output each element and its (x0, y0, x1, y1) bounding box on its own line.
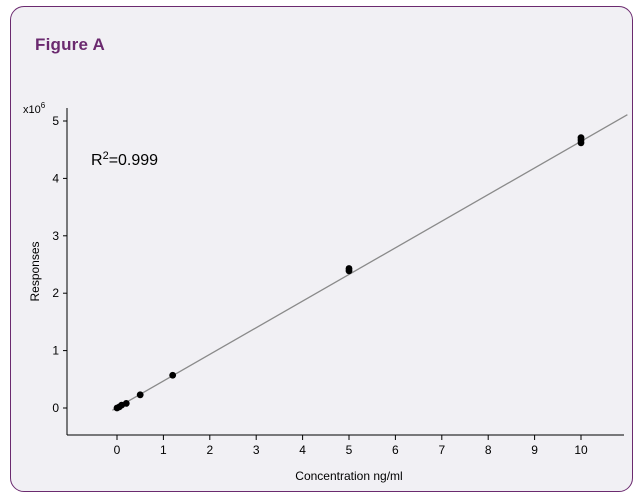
figure-title: Figure A (35, 35, 105, 54)
data-point (169, 371, 177, 379)
y-axis-label: Responses (28, 241, 42, 301)
data-point (122, 400, 130, 407)
data-point (345, 265, 353, 272)
y-multiplier-label: x106 (23, 101, 46, 116)
y-tick-label: 5 (52, 114, 59, 128)
x-tick-label: 3 (253, 443, 260, 457)
x-tick-label: 9 (531, 443, 538, 457)
data-point (136, 391, 144, 399)
x-tick-label: 0 (114, 443, 121, 457)
x-tick-label: 6 (392, 443, 399, 457)
r-squared-superscript: 2 (103, 150, 109, 162)
r-squared-prefix: R (91, 152, 103, 169)
data-points (113, 134, 585, 412)
r-squared-value: =0.999 (109, 152, 158, 169)
chart-labels: Responses Concentration ng/ml x106 R2=0.… (23, 101, 403, 483)
y-tick-label: 4 (52, 171, 59, 185)
x-tick-label: 4 (299, 443, 306, 457)
figure-panel: Figure A (10, 6, 633, 492)
x-tick-label: 8 (485, 443, 492, 457)
chart-axes: 0 1 2 3 4 5 0 1 2 3 4 5 6 7 8 9 10 (52, 108, 624, 457)
data-point (577, 134, 585, 142)
x-axis-label: Concentration ng/ml (295, 469, 402, 483)
x-tick-label: 2 (206, 443, 213, 457)
y-tick-label: 0 (52, 401, 59, 415)
fit-line (112, 114, 628, 411)
y-multiplier-base: x10 (23, 104, 41, 116)
y-tick-label: 1 (52, 344, 59, 358)
x-tick-label: 1 (160, 443, 167, 457)
y-multiplier-exponent: 6 (41, 101, 46, 110)
y-tick-label: 2 (52, 286, 59, 300)
y-tick-label: 3 (52, 229, 59, 243)
x-tick-label: 7 (438, 443, 445, 457)
fit-line-group (112, 114, 628, 411)
r-squared-annotation: R2=0.999 (91, 150, 158, 169)
x-tick-label: 10 (574, 443, 588, 457)
x-tick-label: 5 (346, 443, 353, 457)
